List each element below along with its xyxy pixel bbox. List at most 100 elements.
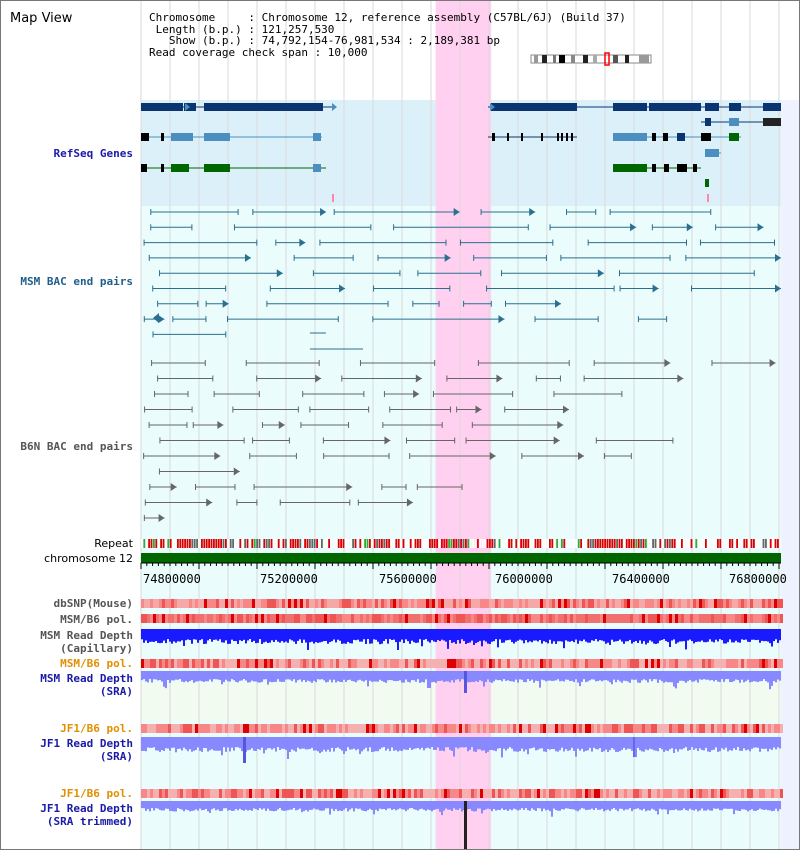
read-depth-bar: [643, 629, 645, 642]
polymorphism-cell: [297, 614, 300, 623]
read-depth-bar: [649, 737, 651, 749]
msm-pol-capillary-label[interactable]: MSM/B6 pol.: [60, 613, 133, 626]
read-depth-bar: [333, 629, 335, 640]
read-depth-bar: [339, 671, 341, 682]
show-line: Show (b.p.) : 74,792,154-76,981,534 : 2,…: [149, 34, 500, 47]
read-depth-bar: [373, 737, 375, 752]
read-depth-bar: [583, 801, 585, 809]
msm-bac-label[interactable]: MSM BAC end pairs: [20, 275, 133, 288]
jf1-pol-label[interactable]: JF1/B6 pol.: [60, 722, 133, 735]
read-depth-bar: [557, 629, 559, 642]
read-depth-bar: [669, 801, 671, 811]
read-depth-bar: [617, 629, 619, 641]
repeat-element: [210, 539, 213, 548]
polymorphism-cell: [753, 614, 756, 623]
polymorphism-cell: [726, 659, 729, 668]
polymorphism-cell: [369, 789, 372, 798]
read-depth-bar: [691, 671, 693, 682]
read-depth-bar: [727, 671, 729, 680]
polymorphism-cell: [513, 789, 516, 798]
polymorphism-cell: [585, 599, 588, 608]
polymorphism-cell: [252, 659, 255, 668]
msm-depth-capillary-label-1[interactable]: MSM Read Depth: [40, 629, 133, 642]
read-depth-bar: [147, 801, 149, 810]
polymorphism-cell: [297, 599, 300, 608]
polymorphism-cell: [489, 599, 492, 608]
repeat-element: [357, 539, 359, 548]
read-depth-bar: [521, 801, 523, 809]
read-depth-bar: [519, 629, 521, 640]
polymorphism-cell: [735, 614, 738, 623]
polymorphism-cell: [534, 724, 537, 733]
read-depth-bar: [303, 737, 305, 749]
read-depth-bar: [579, 801, 581, 810]
polymorphism-cell: [165, 614, 168, 623]
polymorphism-cell: [729, 659, 732, 668]
dbsnp-label[interactable]: dbSNP(Mouse): [53, 597, 133, 610]
read-depth-bar: [765, 801, 767, 810]
read-depth-bar: [443, 737, 445, 752]
read-depth-bar: [313, 671, 315, 681]
read-depth-bar: [455, 801, 457, 810]
repeat-element: [534, 539, 537, 548]
polymorphism-cell: [156, 614, 159, 623]
read-depth-bar: [239, 671, 241, 681]
read-depth-bar: [741, 801, 743, 810]
msm-pol-sra-label[interactable]: MSM/B6 pol.: [60, 657, 133, 670]
polymorphism-cell: [177, 599, 180, 608]
repeat-element: [193, 539, 196, 548]
read-depth-bar: [389, 629, 391, 640]
repeat-element: [657, 539, 659, 548]
b6n-bac-label[interactable]: B6N BAC end pairs: [20, 440, 133, 453]
repeat-element: [659, 539, 662, 548]
polymorphism-cell: [336, 724, 339, 733]
read-depth-bar: [159, 801, 161, 810]
jf1-depth-label-1[interactable]: JF1 Read Depth: [40, 737, 133, 750]
jf1-pol-trimmed-label[interactable]: JF1/B6 pol.: [60, 787, 133, 800]
polymorphism-cell: [153, 724, 156, 733]
read-depth-bar: [775, 629, 777, 640]
gene-exon: [705, 149, 719, 157]
polymorphism-cell: [624, 599, 627, 608]
read-depth-bar: [771, 671, 773, 686]
polymorphism-cell: [417, 599, 420, 608]
msm-depth-sra-label-1[interactable]: MSM Read Depth: [40, 672, 133, 685]
read-depth-bar: [569, 801, 571, 810]
read-depth-bar: [561, 801, 563, 810]
polymorphism-cell: [600, 614, 603, 623]
polymorphism-cell: [303, 599, 306, 608]
polymorphism-cell: [762, 724, 765, 733]
polymorphism-cell: [270, 789, 273, 798]
polymorphism-cell: [312, 724, 315, 733]
read-depth-bar: [595, 671, 597, 682]
read-depth-bar: [697, 671, 699, 683]
read-depth-bar: [595, 801, 597, 809]
read-depth-bar: [407, 671, 409, 682]
read-depth-bar: [387, 629, 389, 644]
read-depth-bar: [181, 629, 183, 641]
refseq-genes-label[interactable]: RefSeq Genes: [53, 147, 133, 160]
polymorphism-cell: [315, 614, 318, 623]
repeat-element: [664, 539, 666, 548]
repeat-element: [481, 539, 484, 548]
polymorphism-cell: [636, 614, 639, 623]
repeat-element: [405, 539, 407, 548]
read-depth-bar: [483, 629, 485, 641]
read-depth-bar: [431, 801, 433, 812]
jf1-trimmed-label-1[interactable]: JF1 Read Depth: [40, 802, 133, 815]
read-depth-bar: [279, 629, 281, 643]
polymorphism-cell: [270, 599, 273, 608]
read-depth-bar: [141, 737, 143, 752]
polymorphism-cell: [525, 724, 528, 733]
polymorphism-cell: [528, 724, 531, 733]
ideogram-band: [583, 55, 588, 63]
read-depth-bar: [697, 801, 699, 812]
polymorphism-cell: [495, 614, 498, 623]
read-depth-bar: [529, 671, 531, 681]
read-depth-bar: [451, 737, 453, 751]
polymorphism-cell: [735, 599, 738, 608]
read-depth-bar: [551, 801, 553, 817]
read-depth-bar: [611, 671, 613, 685]
read-depth-bar: [495, 629, 497, 640]
